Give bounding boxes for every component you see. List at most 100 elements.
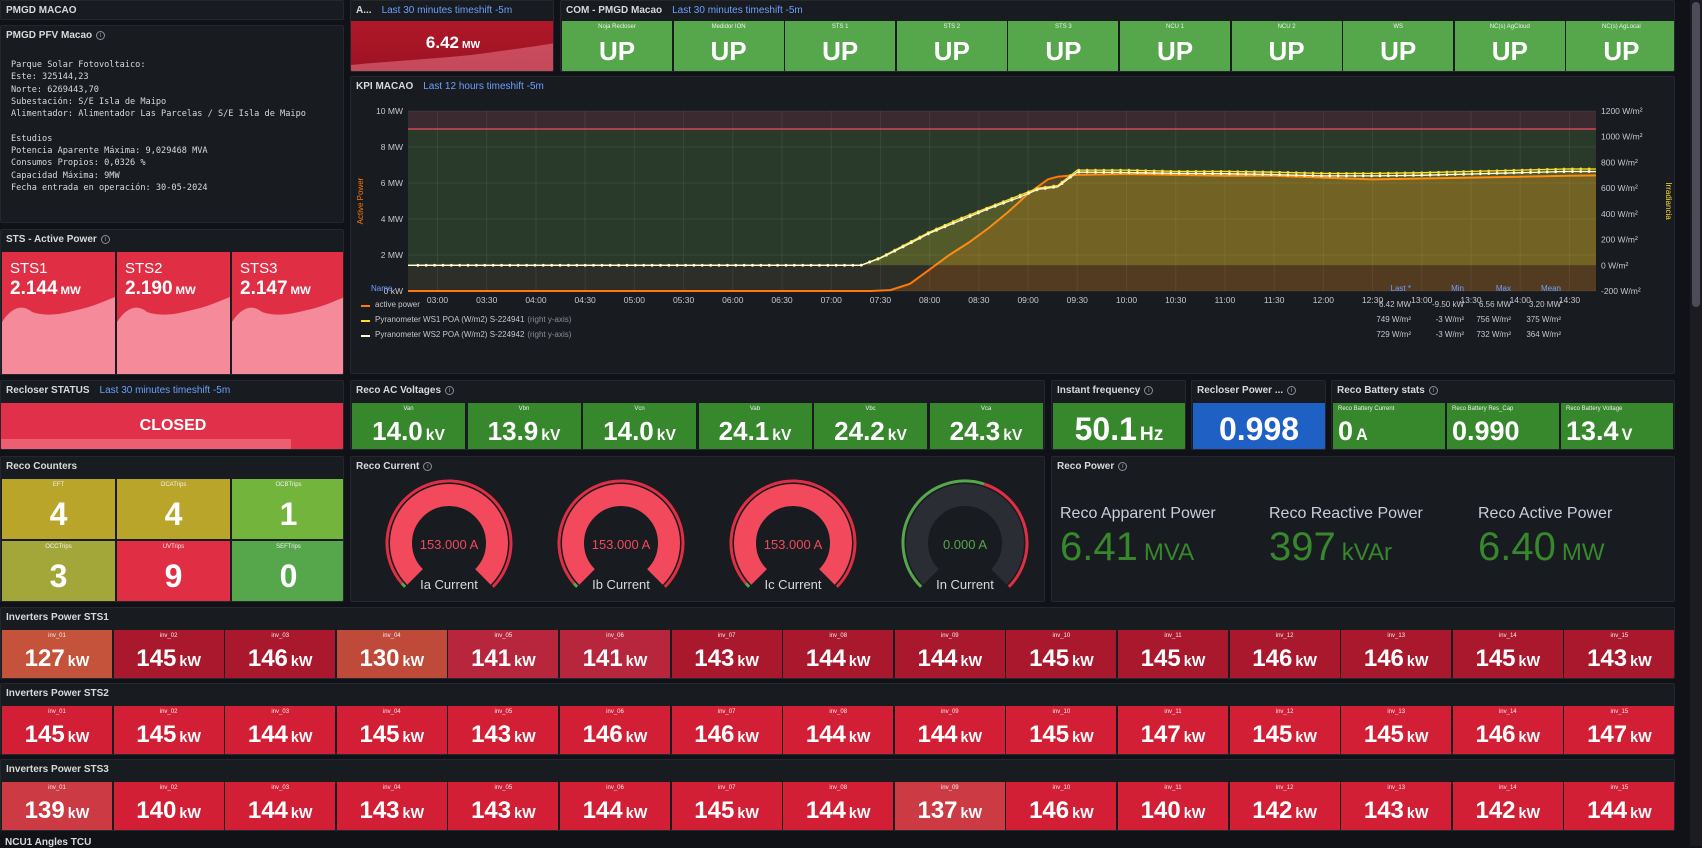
ac-voltages-panel: Reco AC Voltages i Van 14.0 kV Vbn 13.9 kV Vcn 1… (350, 380, 1045, 450)
scrollbar-track[interactable] (1690, 0, 1702, 846)
series-point-1 (1261, 170, 1265, 174)
sts-unit: MW (60, 285, 81, 297)
info-icon[interactable]: i (96, 31, 106, 40)
stat-value: UP (1491, 36, 1528, 66)
legend-item-max: 756 W/m² (1476, 315, 1511, 324)
recloser-status-value-box: CLOSED (1, 403, 343, 449)
series-point-1 (1361, 171, 1365, 175)
panel-title[interactable]: Recloser Power ... (1197, 385, 1284, 396)
panel-title[interactable]: Reco AC Voltages (356, 385, 442, 396)
panel-title[interactable]: COM - PMGD Macao (566, 5, 663, 16)
series-point-2 (1194, 172, 1198, 175)
stat-label: WS (1393, 24, 1404, 30)
stat-value-wrap: 145 kW (2, 721, 112, 749)
panel-title[interactable]: PMGD PFV Macao (6, 30, 93, 41)
stat-value: 146 (1029, 797, 1070, 824)
bottom-row-title[interactable]: NCU1 Angles TCU (5, 837, 92, 848)
legend-header-name[interactable]: Name (371, 284, 393, 293)
series-point-2 (734, 263, 738, 267)
stat-value: 141 (471, 645, 512, 672)
kpi-chart[interactable]: 03:00 03:30 04:00 04:30 05:00 05:30 06:00 06:30… (351, 77, 1675, 374)
info-icon[interactable]: i (100, 235, 110, 244)
stat-label: inv_14 (1498, 633, 1517, 639)
stat-value-wrap: 24.1 kV (699, 416, 812, 447)
x-tick-label: 12:30 (1362, 295, 1384, 305)
legend-header-min[interactable]: Min (1451, 284, 1464, 293)
stat-label: STS 3 (1055, 24, 1072, 30)
series-point-1 (1462, 170, 1466, 174)
series-point-2 (1370, 174, 1373, 178)
series-point-2 (1412, 173, 1415, 177)
series-point-2 (1403, 174, 1407, 177)
scrollbar-thumb[interactable] (1692, 2, 1700, 307)
voltage-stat-vca: Vca 24.3 kV (929, 403, 1043, 449)
info-icon[interactable]: i (445, 386, 455, 395)
x-tick-label: 04:00 (525, 295, 547, 305)
frequency-value: 50.1 (1074, 411, 1137, 447)
legend-item-min: -3 W/m² (1435, 330, 1464, 339)
legend-swatch (361, 320, 370, 322)
reco-power-unit: MVA (1143, 539, 1195, 566)
stat-value-wrap: 146 kW (672, 721, 782, 749)
stat-value-wrap: 146 kW (1453, 721, 1563, 749)
panel-title[interactable]: A... (356, 5, 372, 16)
info-icon[interactable]: i (1428, 386, 1438, 395)
series-point-1 (1470, 170, 1474, 173)
legend-item-name[interactable]: Pyranometer WS1 POA (W/m2) S-224941 (righ… (375, 315, 572, 324)
series-point-1 (1370, 171, 1373, 175)
series-point-1 (1227, 170, 1231, 173)
series-point-1 (1236, 170, 1240, 173)
panel-title[interactable]: Inverters Power STS1 (6, 612, 109, 623)
panel-title[interactable]: STS - Active Power (6, 234, 97, 245)
com-status-9: NC(s) AgLocal UP (1566, 21, 1674, 71)
stat-value-wrap: UP (1455, 36, 1565, 67)
legend-header-last[interactable]: Last * (1390, 284, 1411, 293)
panel-title[interactable]: Reco Battery stats (1337, 385, 1425, 396)
series-point-2 (943, 225, 947, 229)
stat-value-wrap: 141 kW (448, 645, 558, 673)
stat-value: 145 (1029, 645, 1070, 672)
legend-item-max: 732 W/m² (1476, 330, 1511, 339)
legend-item-name[interactable]: Pyranometer WS2 POA (W/m2) S-224942 (righ… (375, 330, 572, 339)
info-icon[interactable]: i (423, 462, 433, 471)
y-tick-label-left: 10 MW (376, 106, 403, 116)
active-power-unit: MW (461, 40, 481, 51)
series-point-2 (1102, 170, 1106, 174)
panel-title[interactable]: KPI MACAO (356, 81, 414, 92)
series-point-2 (1110, 170, 1114, 174)
series-point-1 (1529, 168, 1532, 172)
info-icon[interactable]: i (1144, 386, 1154, 395)
panel-title[interactable]: Reco Power (1057, 461, 1115, 472)
series-point-1 (1579, 167, 1583, 171)
legend-item-name[interactable]: active power (375, 300, 420, 309)
stat-label: inv_12 (1275, 785, 1294, 791)
stat-label: inv_06 (606, 785, 624, 791)
legend-header-mean[interactable]: Mean (1540, 284, 1561, 293)
info-icon[interactable]: i (1287, 386, 1297, 395)
stat-unit: kW (848, 730, 871, 746)
stat-value-wrap: 4 (117, 496, 230, 533)
inverter-stat-inv_14: inv_14 142 kW (1452, 782, 1563, 830)
stat-value-wrap: 146 kW (1006, 797, 1116, 825)
info-icon[interactable]: i (1118, 462, 1128, 471)
panel-title[interactable]: Reco Current (356, 461, 420, 472)
series-point-2 (1587, 170, 1591, 173)
stat-label: inv_11 (1164, 633, 1182, 639)
reco-power-value: 397 (1269, 525, 1336, 569)
active-power-stat: 6.42 MW (351, 21, 553, 71)
threshold-region-base (408, 265, 1596, 291)
panel-title[interactable]: Instant frequency (1057, 385, 1141, 396)
panel-title[interactable]: Reco Counters (6, 461, 78, 472)
series-point-2 (1545, 170, 1549, 174)
panel-title[interactable]: Inverters Power STS3 (6, 764, 109, 775)
inverter-stat-inv_05: inv_05 143 kW (448, 782, 559, 830)
series-point-1 (1587, 167, 1591, 171)
legend-header-max[interactable]: Max (1495, 284, 1511, 293)
panel-title[interactable]: Inverters Power STS2 (6, 688, 109, 699)
stat-label: OCBTrips (275, 482, 302, 488)
series-point-1 (1554, 167, 1558, 171)
stat-label: inv_15 (1610, 785, 1629, 791)
stat-unit: kW (1630, 806, 1652, 822)
panel-title[interactable]: Recloser STATUS (6, 385, 90, 396)
row-title[interactable]: PMGD MACAO (6, 5, 77, 16)
